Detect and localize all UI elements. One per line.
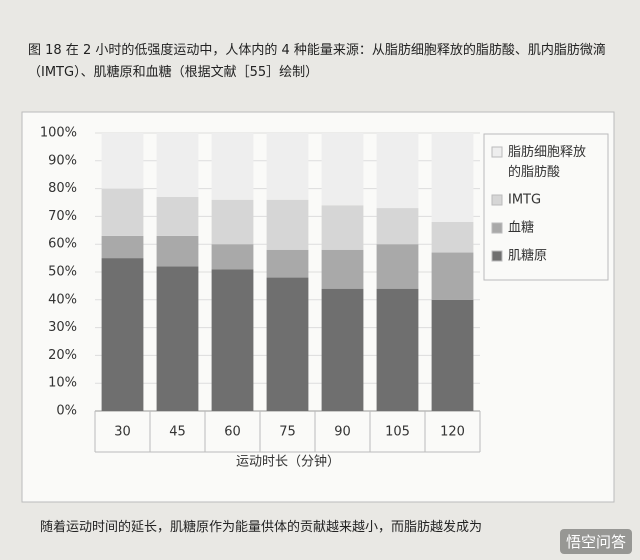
- bar-segment: [211, 244, 254, 270]
- y-tick-label: 100%: [40, 126, 77, 141]
- x-tick-label: 75: [279, 425, 296, 440]
- legend-swatch: [491, 146, 503, 158]
- bar-segment: [266, 249, 309, 278]
- legend-label: 肌糖原: [508, 248, 547, 264]
- y-tick-label: 40%: [48, 292, 77, 307]
- bar-segment: [376, 208, 419, 245]
- bar-segment: [156, 133, 199, 197]
- y-tick-label: 30%: [48, 320, 77, 335]
- watermark: 悟空问答: [559, 529, 632, 554]
- legend-label: 脂肪细胞释放的脂肪酸: [508, 144, 586, 180]
- bar-segment: [101, 133, 144, 189]
- bar-segment: [431, 299, 474, 411]
- bar-segment: [101, 258, 144, 411]
- bar-segment: [376, 288, 419, 411]
- x-tick-label: 105: [385, 425, 410, 440]
- y-tick-label: 0%: [56, 404, 77, 419]
- bar-segment: [321, 133, 364, 206]
- bar-segment: [101, 188, 144, 236]
- y-tick-label: 90%: [48, 153, 77, 168]
- bar-segment: [211, 269, 254, 411]
- footer-text: 随着运动时间的延长，肌糖原作为能量供体的贡献越来越小，而脂肪越发成为: [40, 520, 483, 535]
- bar-segment: [376, 244, 419, 289]
- bar-segment: [101, 235, 144, 259]
- x-tick-label: 60: [224, 425, 241, 440]
- bar-segment: [431, 133, 474, 222]
- x-tick-label: 45: [169, 425, 186, 440]
- bar-segment: [156, 235, 199, 267]
- bar-segment: [431, 221, 474, 253]
- x-axis-label: 运动时长（分钟）: [236, 454, 340, 470]
- y-tick-label: 60%: [48, 237, 77, 252]
- bar-segment: [266, 277, 309, 411]
- legend-label: IMTG: [508, 193, 541, 208]
- bar-segment: [266, 133, 309, 200]
- y-tick-label: 20%: [48, 348, 77, 363]
- bar-segment: [156, 266, 199, 411]
- bar-segment: [321, 288, 364, 411]
- bar-segment: [431, 252, 474, 300]
- y-tick-label: 70%: [48, 209, 77, 224]
- legend-swatch: [491, 222, 503, 234]
- legend-swatch: [491, 250, 503, 262]
- legend-frame: [483, 133, 609, 281]
- y-tick-label: 50%: [48, 265, 77, 280]
- y-tick-label: 80%: [48, 181, 77, 196]
- bar-segment: [211, 133, 254, 200]
- x-tick-label: 120: [440, 425, 465, 440]
- x-tick-label: 90: [334, 425, 351, 440]
- bar-segment: [321, 249, 364, 289]
- bar-segment: [321, 205, 364, 250]
- bar-segment: [266, 199, 309, 250]
- legend-label: 血糖: [508, 220, 534, 236]
- bar-segment: [156, 196, 199, 236]
- x-tick-label: 30: [114, 425, 131, 440]
- bar-segment: [211, 199, 254, 245]
- legend-swatch: [491, 194, 503, 206]
- figure-caption: 图 18 在 2 小时的低强度运动中，人体内的 4 种能量来源：从脂肪细胞释放的…: [28, 43, 606, 80]
- y-tick-label: 10%: [48, 376, 77, 391]
- bar-segment: [376, 133, 419, 209]
